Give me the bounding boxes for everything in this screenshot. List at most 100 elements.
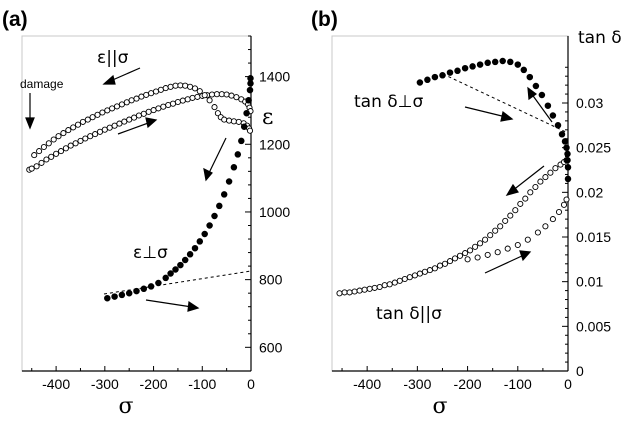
open-point — [431, 265, 438, 272]
filled-point — [243, 109, 250, 117]
decrease-arrow-a-perp — [207, 137, 227, 176]
filled-point — [118, 291, 126, 299]
y-tick-label: 800 — [259, 272, 283, 288]
open-point — [208, 91, 216, 98]
open-point — [87, 133, 94, 140]
increase-arrow-a-parallel-head — [145, 117, 158, 129]
open-point — [182, 82, 189, 89]
open-point — [43, 156, 50, 163]
open-point — [60, 130, 67, 137]
panel-a-ylabel: ε — [262, 105, 273, 130]
open-point — [113, 103, 121, 110]
open-point — [376, 283, 383, 291]
y-tick-label: 0 — [576, 363, 584, 379]
open-point — [53, 150, 60, 157]
open-point — [79, 118, 86, 125]
open-point — [45, 140, 52, 147]
filled-point — [416, 79, 424, 86]
open-point — [482, 236, 489, 243]
open-point — [169, 100, 177, 107]
filled-point — [238, 137, 245, 145]
panel-a-xlabel: σ — [118, 394, 133, 419]
open-point — [361, 286, 368, 293]
open-point — [226, 117, 233, 124]
open-point — [555, 208, 563, 216]
open-point — [67, 142, 74, 149]
panel-b-xlabel: σ — [432, 394, 447, 419]
open-point — [33, 163, 40, 170]
open-point — [213, 91, 220, 98]
open-point — [101, 126, 108, 133]
panel-a-arrows — [25, 67, 227, 312]
open-point — [116, 120, 123, 127]
open-point — [436, 262, 444, 269]
filled-point — [201, 230, 208, 238]
filled-point — [216, 202, 223, 210]
filled-point — [211, 212, 218, 220]
x-tick-label: -100 — [188, 376, 216, 392]
open-point — [106, 124, 113, 131]
open-point — [74, 121, 82, 128]
filled-point — [507, 58, 514, 66]
open-point — [527, 189, 534, 196]
filled-point — [172, 266, 179, 273]
open-point — [456, 252, 464, 259]
open-point — [145, 108, 152, 115]
open-point — [542, 223, 549, 230]
open-point — [346, 289, 353, 296]
filled-point — [155, 279, 162, 287]
open-point — [230, 118, 237, 125]
filled-point — [526, 73, 534, 81]
filled-point — [220, 191, 228, 198]
filled-point — [564, 175, 572, 183]
open-point — [396, 277, 403, 284]
increase-arrow-a-perp — [145, 299, 193, 308]
open-point — [135, 112, 142, 119]
panel-a: (a) -400 -300 -200 -100 0600800100012001400 … — [2, 8, 290, 419]
open-point — [504, 245, 511, 252]
filled-point — [454, 67, 461, 75]
open-point — [194, 93, 201, 100]
decrease-arrow-b-perp-head — [527, 86, 538, 101]
open-point — [351, 288, 358, 295]
filled-point — [247, 75, 254, 82]
open-point — [542, 174, 549, 181]
x-tick-label: -200 — [454, 376, 482, 392]
open-point — [233, 94, 240, 101]
filled-point — [549, 112, 557, 119]
open-point — [474, 254, 481, 261]
panel-b-points — [336, 57, 572, 297]
filled-point — [140, 285, 148, 293]
open-point — [421, 268, 428, 275]
increase-arrow-a-parallel — [117, 121, 152, 135]
open-point — [167, 83, 174, 90]
panel-a-label: (a) — [2, 8, 28, 31]
open-point — [391, 279, 398, 286]
open-point — [446, 258, 454, 265]
open-point — [172, 82, 179, 89]
open-point — [174, 98, 181, 106]
x-tick-label: 0 — [247, 376, 255, 392]
panel-b-dashed-line — [442, 73, 569, 134]
panel-b-ylabel: tan δ — [578, 28, 622, 48]
open-point — [99, 109, 106, 116]
open-point — [246, 127, 254, 134]
open-point — [70, 124, 77, 131]
x-tick-label: -100 — [504, 376, 532, 392]
filled-point — [246, 86, 254, 94]
open-point — [494, 249, 501, 256]
open-point — [514, 241, 521, 249]
x-tick-label: -400 — [353, 376, 381, 392]
open-point — [160, 103, 167, 110]
filled-point — [167, 270, 174, 277]
panel-b-arrows — [464, 86, 553, 274]
filled-point — [186, 251, 194, 258]
open-point — [356, 287, 363, 294]
open-point — [36, 148, 43, 155]
open-point — [48, 153, 55, 160]
annotation-eps-perp: ε⊥σ — [133, 243, 168, 263]
filled-point — [240, 123, 248, 130]
x-tick-label: -300 — [403, 376, 431, 392]
open-point — [341, 289, 348, 296]
